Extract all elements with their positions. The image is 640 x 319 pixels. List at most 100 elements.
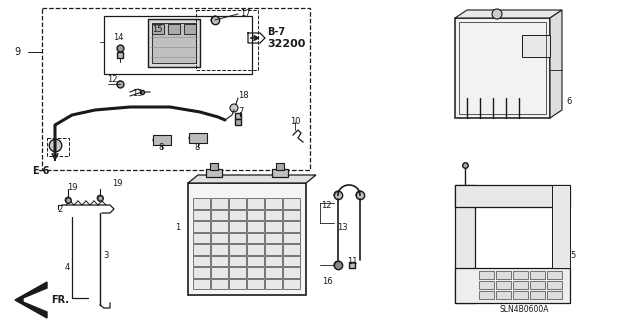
Bar [153,135,171,145]
Bar [547,271,562,279]
Text: 12: 12 [321,201,332,210]
Bar [193,278,210,289]
Circle shape [52,142,58,148]
Bar [168,24,180,34]
Bar [265,198,282,209]
Text: 5: 5 [570,250,575,259]
Bar [265,278,282,289]
Bar [276,163,284,170]
Bar [479,271,494,279]
Text: FR.: FR. [51,295,69,305]
Bar [211,233,228,243]
Text: 13: 13 [132,88,143,98]
Bar [247,267,264,278]
Circle shape [50,140,60,150]
Bar [530,271,545,279]
Bar [152,24,164,34]
Text: 3: 3 [103,250,108,259]
Bar [496,281,511,289]
Bar [547,281,562,289]
Text: 10: 10 [290,117,301,127]
Text: B-7: B-7 [267,27,285,37]
Bar [283,221,300,232]
Bar [247,198,264,209]
Bar [229,244,246,255]
Text: 11: 11 [347,257,358,266]
Text: 13: 13 [337,224,348,233]
Text: 15: 15 [152,26,163,34]
Bar [547,291,562,299]
Bar [530,281,545,289]
Bar [229,221,246,232]
Text: 32200: 32200 [267,39,305,49]
Bar [211,278,228,289]
Bar [459,22,546,114]
Text: 18: 18 [238,92,248,100]
Text: 9: 9 [14,47,20,57]
Bar [265,221,282,232]
Bar [496,271,511,279]
Bar [265,244,282,255]
Ellipse shape [189,134,207,142]
Text: 4: 4 [65,263,70,272]
Bar [283,233,300,243]
Bar [247,233,264,243]
Bar [283,256,300,266]
Text: 7: 7 [238,108,243,116]
Bar [283,278,300,289]
Polygon shape [188,175,316,183]
Bar [193,233,210,243]
Bar [211,267,228,278]
Text: 16: 16 [322,278,333,286]
Text: 19: 19 [112,179,122,188]
Bar [496,291,511,299]
Bar [455,268,570,303]
Bar [211,221,228,232]
Bar [210,163,218,170]
Bar [513,281,528,289]
Bar [265,256,282,266]
Text: SLN4B0600A: SLN4B0600A [500,306,550,315]
Text: 2: 2 [57,205,62,214]
Bar [513,271,528,279]
Text: 17: 17 [240,9,251,18]
Bar [265,210,282,220]
Bar [479,291,494,299]
Text: 14: 14 [113,33,124,42]
Text: 6: 6 [566,98,572,107]
Bar [283,267,300,278]
Bar [283,210,300,220]
Circle shape [230,104,238,112]
Bar [193,198,210,209]
Bar [229,233,246,243]
Text: 8: 8 [194,144,200,152]
Bar [206,169,222,177]
Bar [188,183,306,295]
Bar [530,291,545,299]
Bar [247,210,264,220]
Bar [196,10,258,70]
Bar [265,267,282,278]
Bar [42,8,310,170]
Bar [283,244,300,255]
Bar [229,198,246,209]
Polygon shape [15,282,47,318]
Bar [283,198,300,209]
Ellipse shape [153,136,171,144]
Bar [552,185,570,268]
Text: E-6: E-6 [32,166,49,176]
Polygon shape [550,10,562,118]
Bar [229,210,246,220]
Text: 12: 12 [107,76,118,85]
Bar [455,185,570,207]
Bar [455,18,550,118]
Bar [229,256,246,266]
Bar [229,278,246,289]
Bar [247,221,264,232]
Bar [211,210,228,220]
Text: 1: 1 [175,224,180,233]
Bar [247,278,264,289]
Bar [513,291,528,299]
Bar [479,281,494,289]
Bar [272,169,288,177]
